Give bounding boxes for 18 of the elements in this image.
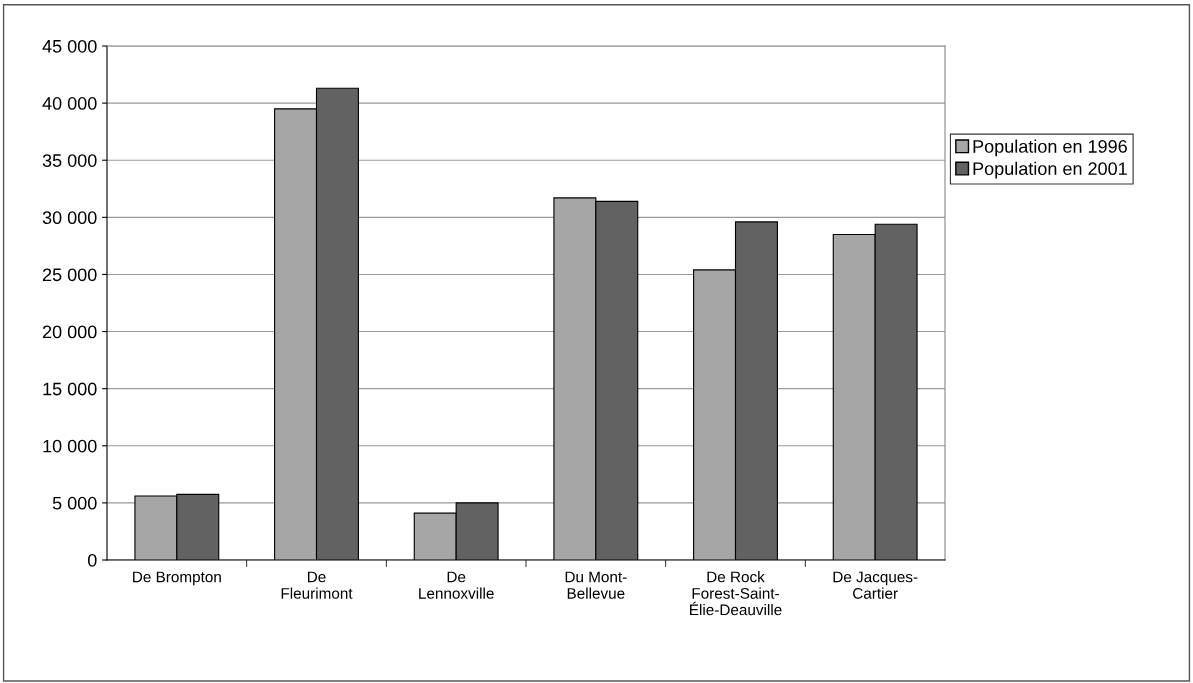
y-tick-label: 5 000 [52, 496, 97, 510]
y-tick-label: 20 000 [42, 325, 97, 339]
x-tick-label: Du Mont- Bellevue [565, 571, 627, 599]
legend-label: Population en 2001 [973, 161, 1127, 179]
x-tick-label: De Rock Forest-Saint- Élie-Deauville [690, 571, 782, 616]
y-tick-label: 15 000 [43, 382, 97, 396]
y-tick-label: 30 000 [42, 211, 97, 225]
x-tick-label: De Lennoxville [419, 571, 494, 599]
y-tick-label: 0 [87, 553, 97, 567]
y-tick-label: 25 000 [42, 268, 97, 282]
x-tick-label: De Brompton [133, 571, 221, 586]
y-tick-label: 40 000 [42, 97, 97, 110]
y-tick-label: 45 000 [42, 39, 97, 53]
y-tick-label: 10 000 [43, 439, 97, 453]
y-tick-label: 35 000 [42, 154, 97, 167]
x-tick-label: De Jacques- Cartier [833, 571, 918, 599]
x-tick-label: De Fleurimont [281, 571, 353, 599]
legend-label: Population en 1996 [973, 139, 1127, 157]
